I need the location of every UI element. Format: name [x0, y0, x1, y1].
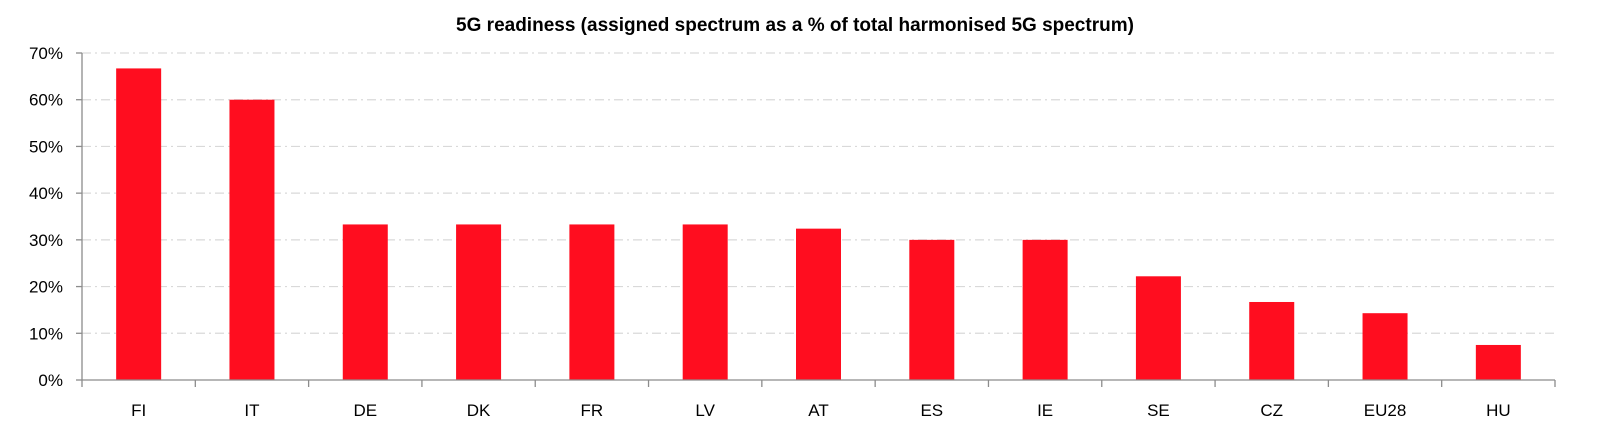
x-tick-label: FR — [581, 401, 604, 420]
y-tick-label: 50% — [29, 137, 63, 156]
y-tick-labels: 0% 10% 20% 30% 40% 50% 60% 70% — [29, 44, 63, 390]
bar-de — [342, 224, 388, 380]
x-tick-label: ES — [920, 401, 943, 420]
bar-cz — [1249, 301, 1295, 380]
x-tick-label: EU28 — [1364, 401, 1407, 420]
bar-es — [909, 239, 955, 380]
y-tick-label: 0% — [38, 371, 63, 390]
x-tick-label: DE — [353, 401, 377, 420]
x-tick-labels: FI IT DE DK FR LV AT ES IE SE CZ EU28 HU — [131, 401, 1511, 420]
bar-ie — [1022, 239, 1068, 380]
bar-fi — [116, 68, 162, 380]
x-tick-label: CZ — [1260, 401, 1283, 420]
x-tick-label: LV — [695, 401, 715, 420]
bar-se — [1135, 276, 1181, 380]
y-tick-label: 10% — [29, 324, 63, 343]
bar-it — [229, 99, 275, 380]
bar-fr — [569, 224, 615, 380]
x-tick-label: DK — [467, 401, 491, 420]
y-tick-label: 40% — [29, 184, 63, 203]
x-tick-label: IE — [1037, 401, 1053, 420]
x-tick-label: IT — [244, 401, 259, 420]
x-tick-label: SE — [1147, 401, 1170, 420]
bar-eu28 — [1362, 313, 1408, 380]
bar-lv — [682, 224, 728, 380]
axes — [76, 52, 1556, 387]
x-tick-label: AT — [808, 401, 828, 420]
y-tick-label: 70% — [29, 44, 63, 63]
y-tick-label: 30% — [29, 231, 63, 250]
bars — [116, 68, 1521, 380]
bar-hu — [1475, 344, 1521, 380]
chart-title: 5G readiness (assigned spectrum as a % o… — [456, 15, 1134, 36]
y-tick-label: 60% — [29, 91, 63, 110]
y-tick-label: 20% — [29, 278, 63, 297]
x-tick-label: FI — [131, 401, 146, 420]
bar-dk — [456, 224, 502, 380]
x-tick-label: HU — [1486, 401, 1511, 420]
bar-at — [796, 228, 841, 380]
